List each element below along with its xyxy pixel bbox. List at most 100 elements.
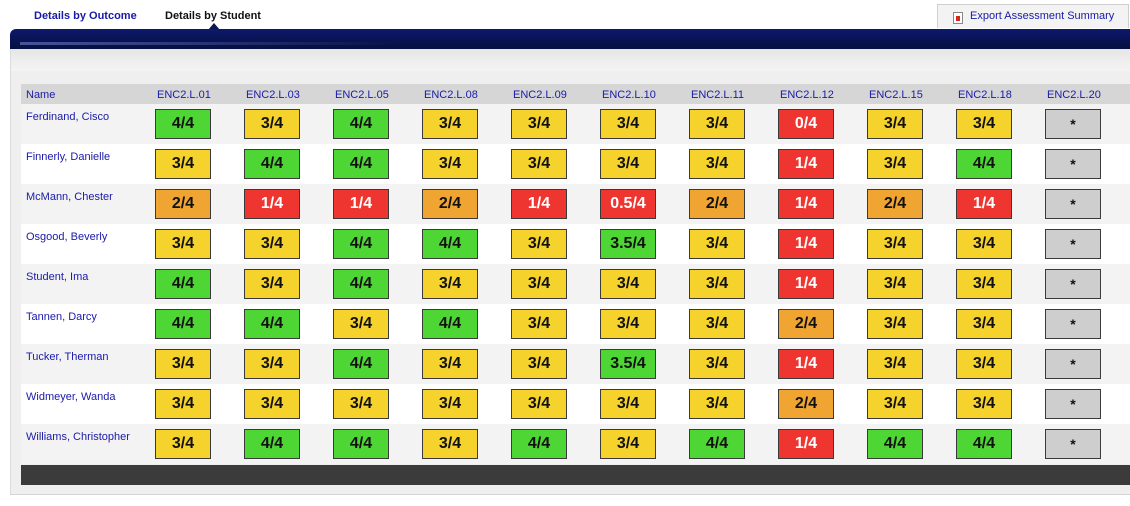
score-cell[interactable]: 3/4 bbox=[867, 309, 923, 339]
score-cell[interactable]: * bbox=[1045, 189, 1101, 219]
score-cell[interactable]: * bbox=[1045, 349, 1101, 379]
score-cell[interactable]: 1/4 bbox=[778, 189, 834, 219]
score-cell[interactable]: 3/4 bbox=[689, 229, 745, 259]
outcome-header-enc2-l-11[interactable]: ENC2.L.11 bbox=[691, 89, 744, 101]
score-cell[interactable]: * bbox=[1045, 309, 1101, 339]
score-cell[interactable]: 3/4 bbox=[600, 389, 656, 419]
score-cell[interactable]: 4/4 bbox=[155, 269, 211, 299]
score-cell[interactable]: 4/4 bbox=[689, 429, 745, 459]
score-cell[interactable]: 3/4 bbox=[689, 309, 745, 339]
outcome-header-enc2-l-09[interactable]: ENC2.L.09 bbox=[513, 89, 567, 101]
export-assessment-summary-button[interactable]: Export Assessment Summary bbox=[937, 4, 1129, 28]
student-name-link[interactable]: Student, Ima bbox=[26, 271, 89, 283]
name-column-header[interactable]: Name bbox=[26, 89, 56, 101]
student-name-link[interactable]: Ferdinand, Cisco bbox=[26, 111, 110, 123]
score-cell[interactable]: * bbox=[1045, 109, 1101, 139]
score-cell[interactable]: 4/4 bbox=[244, 309, 300, 339]
score-cell[interactable]: 3/4 bbox=[511, 269, 567, 299]
score-cell[interactable]: 3/4 bbox=[333, 389, 389, 419]
score-cell[interactable]: 2/4 bbox=[155, 189, 211, 219]
score-cell[interactable]: 3/4 bbox=[956, 309, 1012, 339]
score-cell[interactable]: * bbox=[1045, 389, 1101, 419]
score-cell[interactable]: 2/4 bbox=[778, 389, 834, 419]
score-cell[interactable]: 4/4 bbox=[244, 149, 300, 179]
outcome-header-enc2-l-18[interactable]: ENC2.L.18 bbox=[958, 89, 1012, 101]
score-cell[interactable]: 3/4 bbox=[689, 109, 745, 139]
outcome-header-enc2-l-12[interactable]: ENC2.L.12 bbox=[780, 89, 834, 101]
score-cell[interactable]: * bbox=[1045, 229, 1101, 259]
score-cell[interactable]: 3/4 bbox=[244, 109, 300, 139]
student-name-link[interactable]: Tannen, Darcy bbox=[26, 311, 97, 323]
student-name-link[interactable]: Finnerly, Danielle bbox=[26, 151, 111, 163]
score-cell[interactable]: 3/4 bbox=[600, 149, 656, 179]
score-cell[interactable]: 0.5/4 bbox=[600, 189, 656, 219]
score-cell[interactable]: 3/4 bbox=[867, 229, 923, 259]
score-cell[interactable]: 3/4 bbox=[689, 149, 745, 179]
score-cell[interactable]: 4/4 bbox=[956, 149, 1012, 179]
score-cell[interactable]: 2/4 bbox=[778, 309, 834, 339]
score-cell[interactable]: 3/4 bbox=[511, 229, 567, 259]
score-cell[interactable]: 1/4 bbox=[956, 189, 1012, 219]
score-cell[interactable]: 3/4 bbox=[956, 229, 1012, 259]
score-cell[interactable]: * bbox=[1045, 269, 1101, 299]
score-cell[interactable]: 3/4 bbox=[867, 269, 923, 299]
student-name-link[interactable]: McMann, Chester bbox=[26, 191, 113, 203]
score-cell[interactable]: 3/4 bbox=[511, 349, 567, 379]
score-cell[interactable]: 3/4 bbox=[511, 389, 567, 419]
score-cell[interactable]: 3/4 bbox=[511, 149, 567, 179]
student-name-link[interactable]: Widmeyer, Wanda bbox=[26, 391, 116, 403]
score-cell[interactable]: * bbox=[1045, 429, 1101, 459]
score-cell[interactable]: 3/4 bbox=[155, 149, 211, 179]
score-cell[interactable]: 2/4 bbox=[867, 189, 923, 219]
score-cell[interactable]: 3.5/4 bbox=[600, 229, 656, 259]
score-cell[interactable]: 4/4 bbox=[244, 429, 300, 459]
score-cell[interactable]: 3/4 bbox=[956, 389, 1012, 419]
score-cell[interactable]: 3/4 bbox=[511, 309, 567, 339]
score-cell[interactable]: 1/4 bbox=[778, 349, 834, 379]
score-cell[interactable]: 3/4 bbox=[422, 269, 478, 299]
outcome-header-enc2-l-01[interactable]: ENC2.L.01 bbox=[157, 89, 211, 101]
student-name-link[interactable]: Williams, Christopher bbox=[26, 431, 130, 443]
score-cell[interactable]: 2/4 bbox=[689, 189, 745, 219]
outcome-header-enc2-l-03[interactable]: ENC2.L.03 bbox=[246, 89, 300, 101]
outcome-header-enc2-l-05[interactable]: ENC2.L.05 bbox=[335, 89, 389, 101]
score-cell[interactable]: 3/4 bbox=[600, 109, 656, 139]
score-cell[interactable]: 2/4 bbox=[422, 189, 478, 219]
score-cell[interactable]: 3/4 bbox=[867, 149, 923, 179]
student-name-link[interactable]: Osgood, Beverly bbox=[26, 231, 108, 243]
score-cell[interactable]: 3/4 bbox=[155, 429, 211, 459]
outcome-header-enc2-l-10[interactable]: ENC2.L.10 bbox=[602, 89, 656, 101]
score-cell[interactable]: 3/4 bbox=[600, 429, 656, 459]
score-cell[interactable]: 3/4 bbox=[956, 349, 1012, 379]
score-cell[interactable]: 3/4 bbox=[333, 309, 389, 339]
score-cell[interactable]: 3/4 bbox=[244, 229, 300, 259]
score-cell[interactable]: 3/4 bbox=[689, 269, 745, 299]
score-cell[interactable]: 3/4 bbox=[422, 149, 478, 179]
score-cell[interactable]: 3/4 bbox=[155, 389, 211, 419]
score-cell[interactable]: 4/4 bbox=[333, 149, 389, 179]
student-name-link[interactable]: Tucker, Therman bbox=[26, 351, 109, 363]
score-cell[interactable]: 3/4 bbox=[422, 389, 478, 419]
outcome-header-enc2-l-08[interactable]: ENC2.L.08 bbox=[424, 89, 478, 101]
score-cell[interactable]: 1/4 bbox=[778, 429, 834, 459]
score-cell[interactable]: 4/4 bbox=[422, 309, 478, 339]
score-cell[interactable]: 3/4 bbox=[244, 349, 300, 379]
score-cell[interactable]: 3/4 bbox=[155, 349, 211, 379]
score-cell[interactable]: 1/4 bbox=[778, 229, 834, 259]
score-cell[interactable]: 1/4 bbox=[511, 189, 567, 219]
score-cell[interactable]: 1/4 bbox=[778, 269, 834, 299]
score-cell[interactable]: 3/4 bbox=[956, 269, 1012, 299]
score-cell[interactable]: 4/4 bbox=[333, 229, 389, 259]
score-cell[interactable]: 4/4 bbox=[155, 309, 211, 339]
score-cell[interactable]: 4/4 bbox=[867, 429, 923, 459]
score-cell[interactable]: 4/4 bbox=[511, 429, 567, 459]
score-cell[interactable]: 3/4 bbox=[422, 429, 478, 459]
score-cell[interactable]: 3/4 bbox=[244, 269, 300, 299]
score-cell[interactable]: 4/4 bbox=[956, 429, 1012, 459]
score-cell[interactable]: 4/4 bbox=[333, 269, 389, 299]
score-cell[interactable]: 3/4 bbox=[867, 389, 923, 419]
score-cell[interactable]: 3/4 bbox=[689, 389, 745, 419]
score-cell[interactable]: 1/4 bbox=[778, 149, 834, 179]
score-cell[interactable]: 3/4 bbox=[422, 109, 478, 139]
score-cell[interactable]: 3/4 bbox=[155, 229, 211, 259]
